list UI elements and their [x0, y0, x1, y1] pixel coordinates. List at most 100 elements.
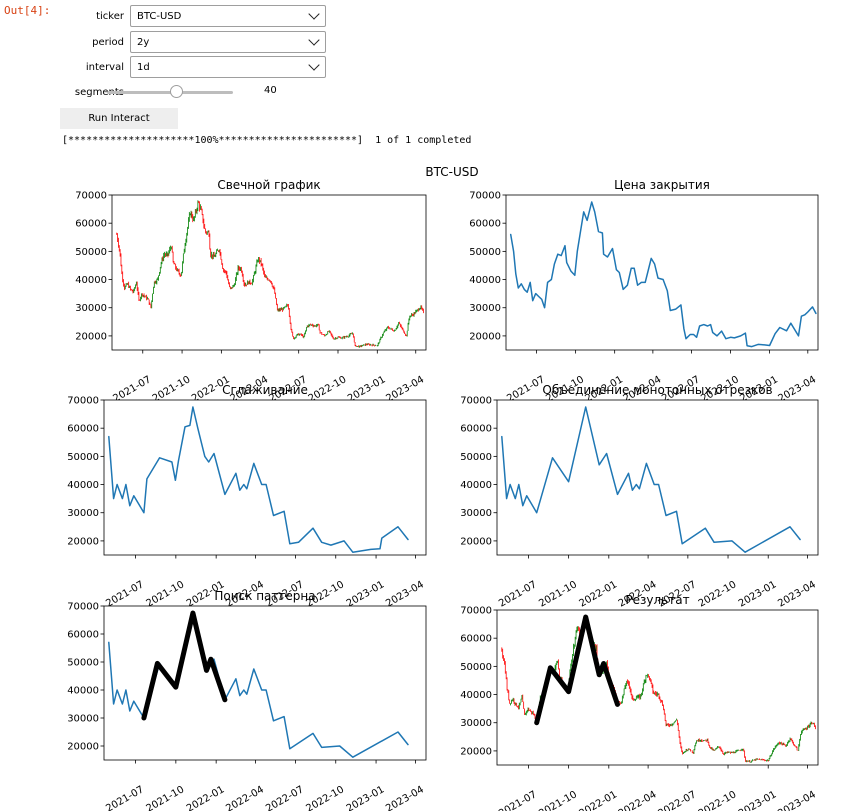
subplot-2-ytick-label: 30000 [469, 303, 501, 314]
subplot-5-xtick-label: 2021-10 [145, 784, 187, 811]
subplot-5-ytick-label: 70000 [67, 602, 99, 613]
subplot-3-xtick-label: 2021-07 [104, 579, 146, 609]
subplot-6-ytick-label: 50000 [460, 662, 492, 673]
subplot-3-xtick-label: 2023-01 [345, 579, 387, 609]
subplot-5-xtick-label: 2022-04 [224, 784, 266, 811]
subplot-6-xtick-label: 2022-07 [657, 789, 699, 811]
subplot-1-ytick-label: 50000 [75, 247, 107, 258]
subplot-6-xtick-label: 2022-10 [697, 789, 739, 811]
subplot-1-axes-frame [111, 194, 427, 351]
subplot-4-ytick-label: 20000 [460, 536, 492, 547]
period-select[interactable]: 2y [130, 31, 326, 53]
subplot-5-xtick-label: 2022-01 [185, 784, 227, 811]
subplot-2-ytick-label: 50000 [469, 247, 501, 258]
interval-row: interval 1d [60, 56, 326, 78]
subplot-6-title: Результат [625, 593, 689, 607]
subplot-4-title: Объединение монотонных отрезков [542, 383, 772, 397]
ticker-label: ticker [96, 10, 124, 22]
subplot-3-ytick-label: 40000 [67, 480, 99, 491]
subplot-3-ytick-label: 50000 [67, 452, 99, 463]
subplot-6-axes-frame [496, 609, 819, 766]
subplot-2-ytick-label: 70000 [469, 191, 501, 202]
subplot-4-xtick-label: 2022-01 [577, 579, 619, 609]
period-row: period 2y [60, 31, 326, 53]
subplot-3-ytick-label: 20000 [67, 536, 99, 547]
subplot-5-title: Поиск паттерна [214, 589, 315, 603]
subplot-4-ytick-label: 70000 [460, 396, 492, 407]
subplot-6-ytick-label: 40000 [460, 690, 492, 701]
subplot-5-xtick-label: 2022-07 [264, 784, 306, 811]
subplot-3-smooth-line [108, 406, 409, 553]
subplot-2-ytick-label: 60000 [469, 219, 501, 230]
interval-value: 1d [137, 61, 150, 73]
subplot-6-ytick-label: 20000 [460, 746, 492, 757]
segments-value: 40 [264, 85, 277, 96]
subplot-4-xtick-label: 2023-01 [737, 579, 779, 609]
subplot-3-xtick-label: 2021-10 [145, 579, 187, 609]
subplot-3-xtick-label: 2023-04 [384, 579, 426, 609]
subplot-2-axes-frame [505, 194, 819, 351]
subplot-2-ytick-label: 20000 [469, 331, 501, 342]
subplot-5-ytick-label: 50000 [67, 658, 99, 669]
subplot-4-ytick-label: 40000 [460, 480, 492, 491]
subplot-4-xtick-label: 2021-10 [537, 579, 579, 609]
subplot-3-ytick-label: 70000 [67, 396, 99, 407]
segments-row: segments [60, 81, 130, 103]
subplot-1-ytick-label: 30000 [75, 303, 107, 314]
subplot-5-ytick-label: 60000 [67, 630, 99, 641]
subplot-5-ytick-label: 20000 [67, 742, 99, 753]
subplot-4-xtick-label: 2023-04 [776, 579, 818, 609]
subplot-6-ytick-label: 60000 [460, 634, 492, 645]
subplot-3-axes-frame [103, 399, 427, 556]
subplot-5-xtick-label: 2023-04 [384, 784, 426, 811]
subplot-3-ytick-label: 30000 [67, 508, 99, 519]
subplot-6-pattern-line [534, 614, 620, 726]
subplot-1-ytick-label: 70000 [75, 191, 107, 202]
subplot-4-axes-frame [496, 399, 819, 556]
subplot-6-xtick-label: 2021-07 [497, 789, 539, 811]
ticker-row: ticker BTC-USD [60, 5, 326, 27]
subplot-5-merged-line [108, 612, 409, 758]
subplot-4-ytick-label: 30000 [460, 508, 492, 519]
subplot-5-axes-frame [103, 605, 427, 761]
period-label: period [92, 36, 124, 48]
subplot-6-ytick-label: 70000 [460, 606, 492, 617]
subplot-2-title: Цена закрытия [614, 178, 710, 192]
subplot-1-ytick-label: 20000 [75, 331, 107, 342]
subplot-5-xtick-label: 2022-10 [304, 784, 346, 811]
subplot-4-xtick-label: 2022-10 [697, 579, 739, 609]
ticker-select[interactable]: BTC-USD [130, 5, 326, 27]
figure-suptitle: BTC-USD [425, 165, 478, 179]
subplot-5-ytick-label: 30000 [67, 714, 99, 725]
interval-select[interactable]: 1d [130, 56, 326, 78]
segments-slider-handle[interactable] [170, 85, 183, 98]
period-value: 2y [137, 36, 150, 48]
subplot-6-xtick-label: 2021-10 [537, 789, 579, 811]
run-interact-button[interactable]: Run Interact [60, 108, 178, 129]
subplot-6-ytick-label: 30000 [460, 718, 492, 729]
subplot-4-ytick-label: 60000 [460, 424, 492, 435]
subplot-6-xtick-label: 2023-01 [737, 789, 779, 811]
subplot-5-xtick-label: 2021-07 [104, 784, 146, 811]
subplot-6-xtick-label: 2022-01 [577, 789, 619, 811]
subplot-5-pattern-line [141, 610, 228, 721]
subplot-1-ytick-label: 40000 [75, 275, 107, 286]
subplot-6-xtick-label: 2022-04 [617, 789, 659, 811]
download-progress: [*********************100%**************… [62, 135, 472, 146]
subplot-3-ytick-label: 60000 [67, 424, 99, 435]
subplot-2-close-line [509, 201, 817, 348]
subplot-6-xtick-label: 2023-04 [776, 789, 818, 811]
subplot-1-title: Свечной график [217, 178, 320, 192]
subplot-5-ytick-label: 40000 [67, 686, 99, 697]
segments-label: segments [74, 86, 124, 98]
subplot-4-xtick-label: 2021-07 [497, 579, 539, 609]
subplot-3-title: Сглаживание [222, 383, 308, 397]
interval-label: interval [85, 61, 124, 73]
subplot-4-ytick-label: 50000 [460, 452, 492, 463]
subplot-4-merged-line [501, 406, 801, 553]
subplot-2-ytick-label: 40000 [469, 275, 501, 286]
output-prompt: Out[4]: [4, 4, 51, 17]
ticker-value: BTC-USD [137, 10, 182, 22]
subplot-1-ytick-label: 60000 [75, 219, 107, 230]
